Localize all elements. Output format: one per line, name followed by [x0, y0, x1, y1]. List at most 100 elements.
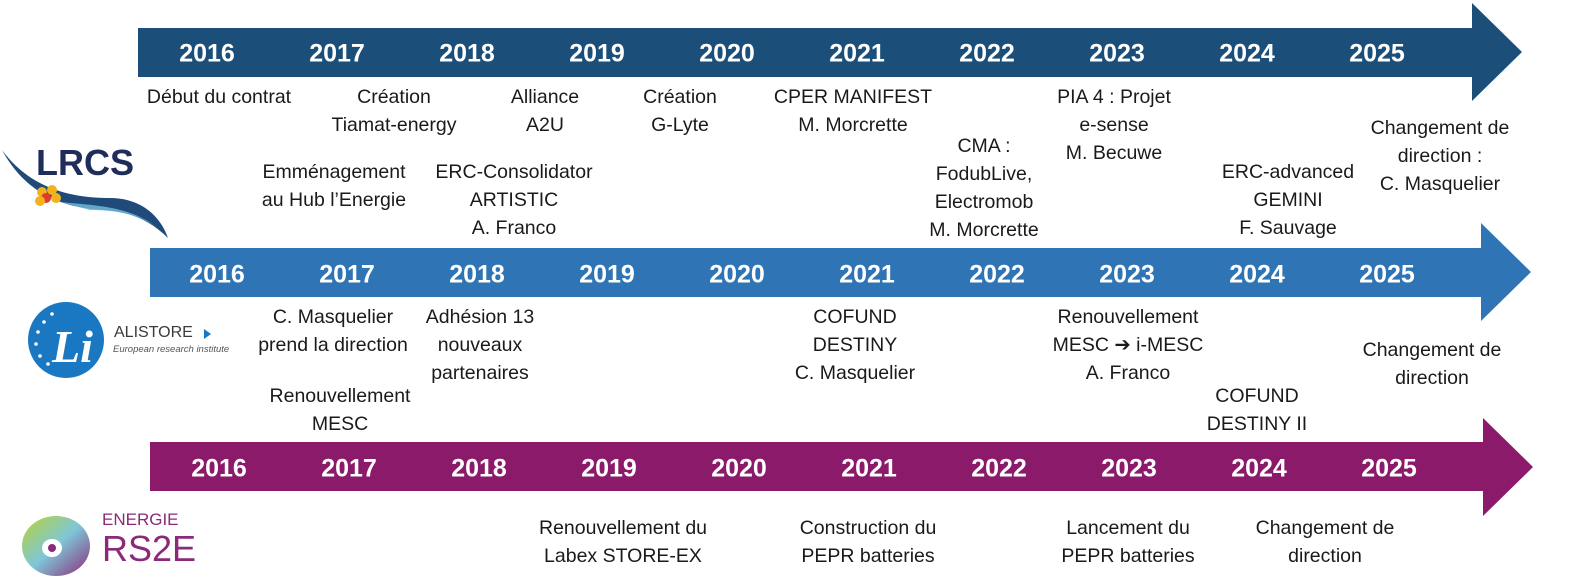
rs2e-year-label: 2016 [191, 454, 247, 483]
alistore-event-line: prend la direction [258, 334, 408, 356]
alistore-event-line: Adhésion 13 [425, 306, 535, 328]
lrcs-event-line: PIA 4 : Projet [1057, 86, 1171, 108]
alistore-event-line: A. Franco [1085, 362, 1171, 384]
lrcs-event-line: C. Masquelier [1379, 173, 1501, 195]
alistore-year-label: 2018 [449, 260, 505, 289]
lrcs-year-label: 2020 [699, 39, 755, 68]
lrcs-event-line: Changement de [1370, 117, 1510, 139]
rs2e-logo-top-text: ENERGIE [102, 510, 179, 529]
alistore-year-label: 2021 [839, 260, 895, 289]
lrcs-event: ERC-advanced GEMINI F. Sauvage [1222, 158, 1354, 242]
lrcs-year-label: 2021 [829, 39, 885, 68]
lrcs-year-label: 2023 [1089, 39, 1145, 68]
rs2e-event-line: Construction du [799, 517, 937, 539]
lrcs-event-line: G-Lyte [651, 114, 709, 136]
lrcs-event-line: M. Morcrette [798, 114, 908, 136]
alistore-year-label: 2017 [319, 260, 375, 289]
lrcs-event-line: ERC-advanced [1221, 161, 1355, 183]
alistore-event: C. Masquelier prend la direction [258, 303, 408, 359]
lrcs-event-line: e-sense [1079, 114, 1149, 136]
alistore-globe-icon: Li [28, 302, 104, 378]
alistore-mark: Li [51, 321, 93, 372]
lrcs-year-label: 2025 [1349, 39, 1405, 68]
lrcs-year-label: 2016 [179, 39, 235, 68]
alistore-year-label: 2023 [1099, 260, 1155, 289]
alistore-event-line: C. Masquelier [272, 306, 394, 328]
lrcs-event-line: F. Sauvage [1239, 217, 1337, 239]
alistore-event-line: DESTINY [812, 334, 898, 356]
lrcs-event: Alliance A2U [511, 83, 579, 139]
lrcs-event-line: Alliance [510, 86, 580, 108]
lrcs-event-line: M. Becuwe [1065, 142, 1163, 164]
alistore-event-line: COFUND [1215, 385, 1299, 407]
lrcs-year-label: 2018 [439, 39, 495, 68]
alistore-event-line: Changement de [1362, 339, 1502, 361]
lrcs-event: PIA 4 : Projet e-sense M. Becuwe [1057, 83, 1171, 167]
lrcs-event-line: direction : [1397, 145, 1483, 167]
rs2e-event-line: PEPR batteries [801, 545, 935, 567]
rs2e-disc-icon [22, 516, 90, 576]
lrcs-year-label: 2019 [569, 39, 625, 68]
alistore-event-line: C. Masquelier [794, 362, 916, 384]
alistore-logo-text: ALISTORE [114, 324, 193, 341]
alistore-event: Renouvellement MESC ➔ i-MESC A. Franco [1053, 303, 1204, 387]
lrcs-year-label: 2017 [309, 39, 365, 68]
rs2e-event: Renouvellement du Labex STORE-EX [539, 514, 707, 570]
rs2e-event-line: Renouvellement du [538, 517, 708, 539]
alistore-logo: Li ALISTORE European research institute [22, 296, 247, 386]
lrcs-event-line: Electromob [934, 191, 1034, 213]
alistore-triangle-icon [204, 329, 211, 339]
lrcs-event-line: GEMINI [1253, 189, 1323, 211]
alistore-event-line: direction [1395, 367, 1469, 389]
lrcs-timeline-arrow [138, 3, 1522, 101]
rs2e-year-label: 2022 [971, 454, 1027, 483]
lrcs-event: CMA : FodubLive, Electromob M. Morcrette [929, 132, 1038, 244]
rs2e-timeline-arrow [150, 418, 1533, 516]
rs2e-logo: ENERGIE RS2E [18, 506, 196, 584]
rs2e-event: Lancement du PEPR batteries [1061, 514, 1194, 570]
rs2e-event-line: direction [1288, 545, 1362, 567]
lrcs-event-line: CPER MANIFEST [773, 86, 933, 108]
alistore-year-label: 2019 [579, 260, 635, 289]
rs2e-year-label: 2019 [581, 454, 637, 483]
alistore-event-line: COFUND [813, 306, 897, 328]
lrcs-event: Création G-Lyte [643, 83, 717, 139]
lrcs-event: Changement de direction : C. Masquelier [1371, 114, 1510, 198]
rs2e-event-line: Lancement du [1066, 517, 1190, 539]
rs2e-event-line: PEPR batteries [1061, 545, 1195, 567]
lrcs-event: ERC-Consolidator ARTISTIC A. Franco [435, 158, 592, 242]
lrcs-event-line: Création [357, 86, 431, 108]
alistore-event: Changement de direction [1363, 336, 1502, 392]
lrcs-event-line: A2U [526, 114, 564, 136]
alistore-event: COFUND DESTINY II [1207, 382, 1307, 438]
alistore-event-line: MESC ➔ i-MESC [1052, 334, 1204, 356]
lrcs-year-label: 2024 [1219, 39, 1275, 68]
alistore-year-label: 2022 [969, 260, 1025, 289]
alistore-event-line: partenaires [431, 362, 529, 384]
alistore-timeline-arrow [150, 223, 1531, 321]
lrcs-event-line: CMA : [957, 135, 1011, 157]
lrcs-event-line: FodubLive, [935, 163, 1033, 185]
alistore-event: COFUND DESTINY C. Masquelier [795, 303, 915, 387]
alistore-event-line: nouveaux [437, 334, 523, 356]
rs2e-year-label: 2020 [711, 454, 767, 483]
lrcs-logo: LRCS [0, 140, 175, 240]
alistore-logo-subtitle: European research institute [113, 344, 230, 355]
lrcs-event: Création Tiamat-energy [332, 83, 457, 139]
alistore-event-line: Renouvellement [1057, 306, 1199, 328]
rs2e-logo-text: RS2E [102, 528, 197, 569]
rs2e-year-label: 2018 [451, 454, 507, 483]
lrcs-event-line: Tiamat-energy [331, 114, 457, 136]
lrcs-event: CPER MANIFEST M. Morcrette [774, 83, 932, 139]
lrcs-event-line: ERC-Consolidator [435, 161, 593, 183]
lrcs-event: Début du contrat [147, 83, 291, 111]
rs2e-event: Changement de direction [1256, 514, 1395, 570]
lrcs-event-line: Création [643, 86, 717, 108]
alistore-event: Adhésion 13 nouveaux partenaires [426, 303, 534, 387]
lrcs-event-line: au Hub l’Energie [261, 189, 407, 211]
rs2e-year-label: 2025 [1361, 454, 1417, 483]
alistore-event-line: Renouvellement [269, 385, 411, 407]
rs2e-year-label: 2023 [1101, 454, 1157, 483]
lrcs-event-line: ARTISTIC [469, 189, 559, 211]
